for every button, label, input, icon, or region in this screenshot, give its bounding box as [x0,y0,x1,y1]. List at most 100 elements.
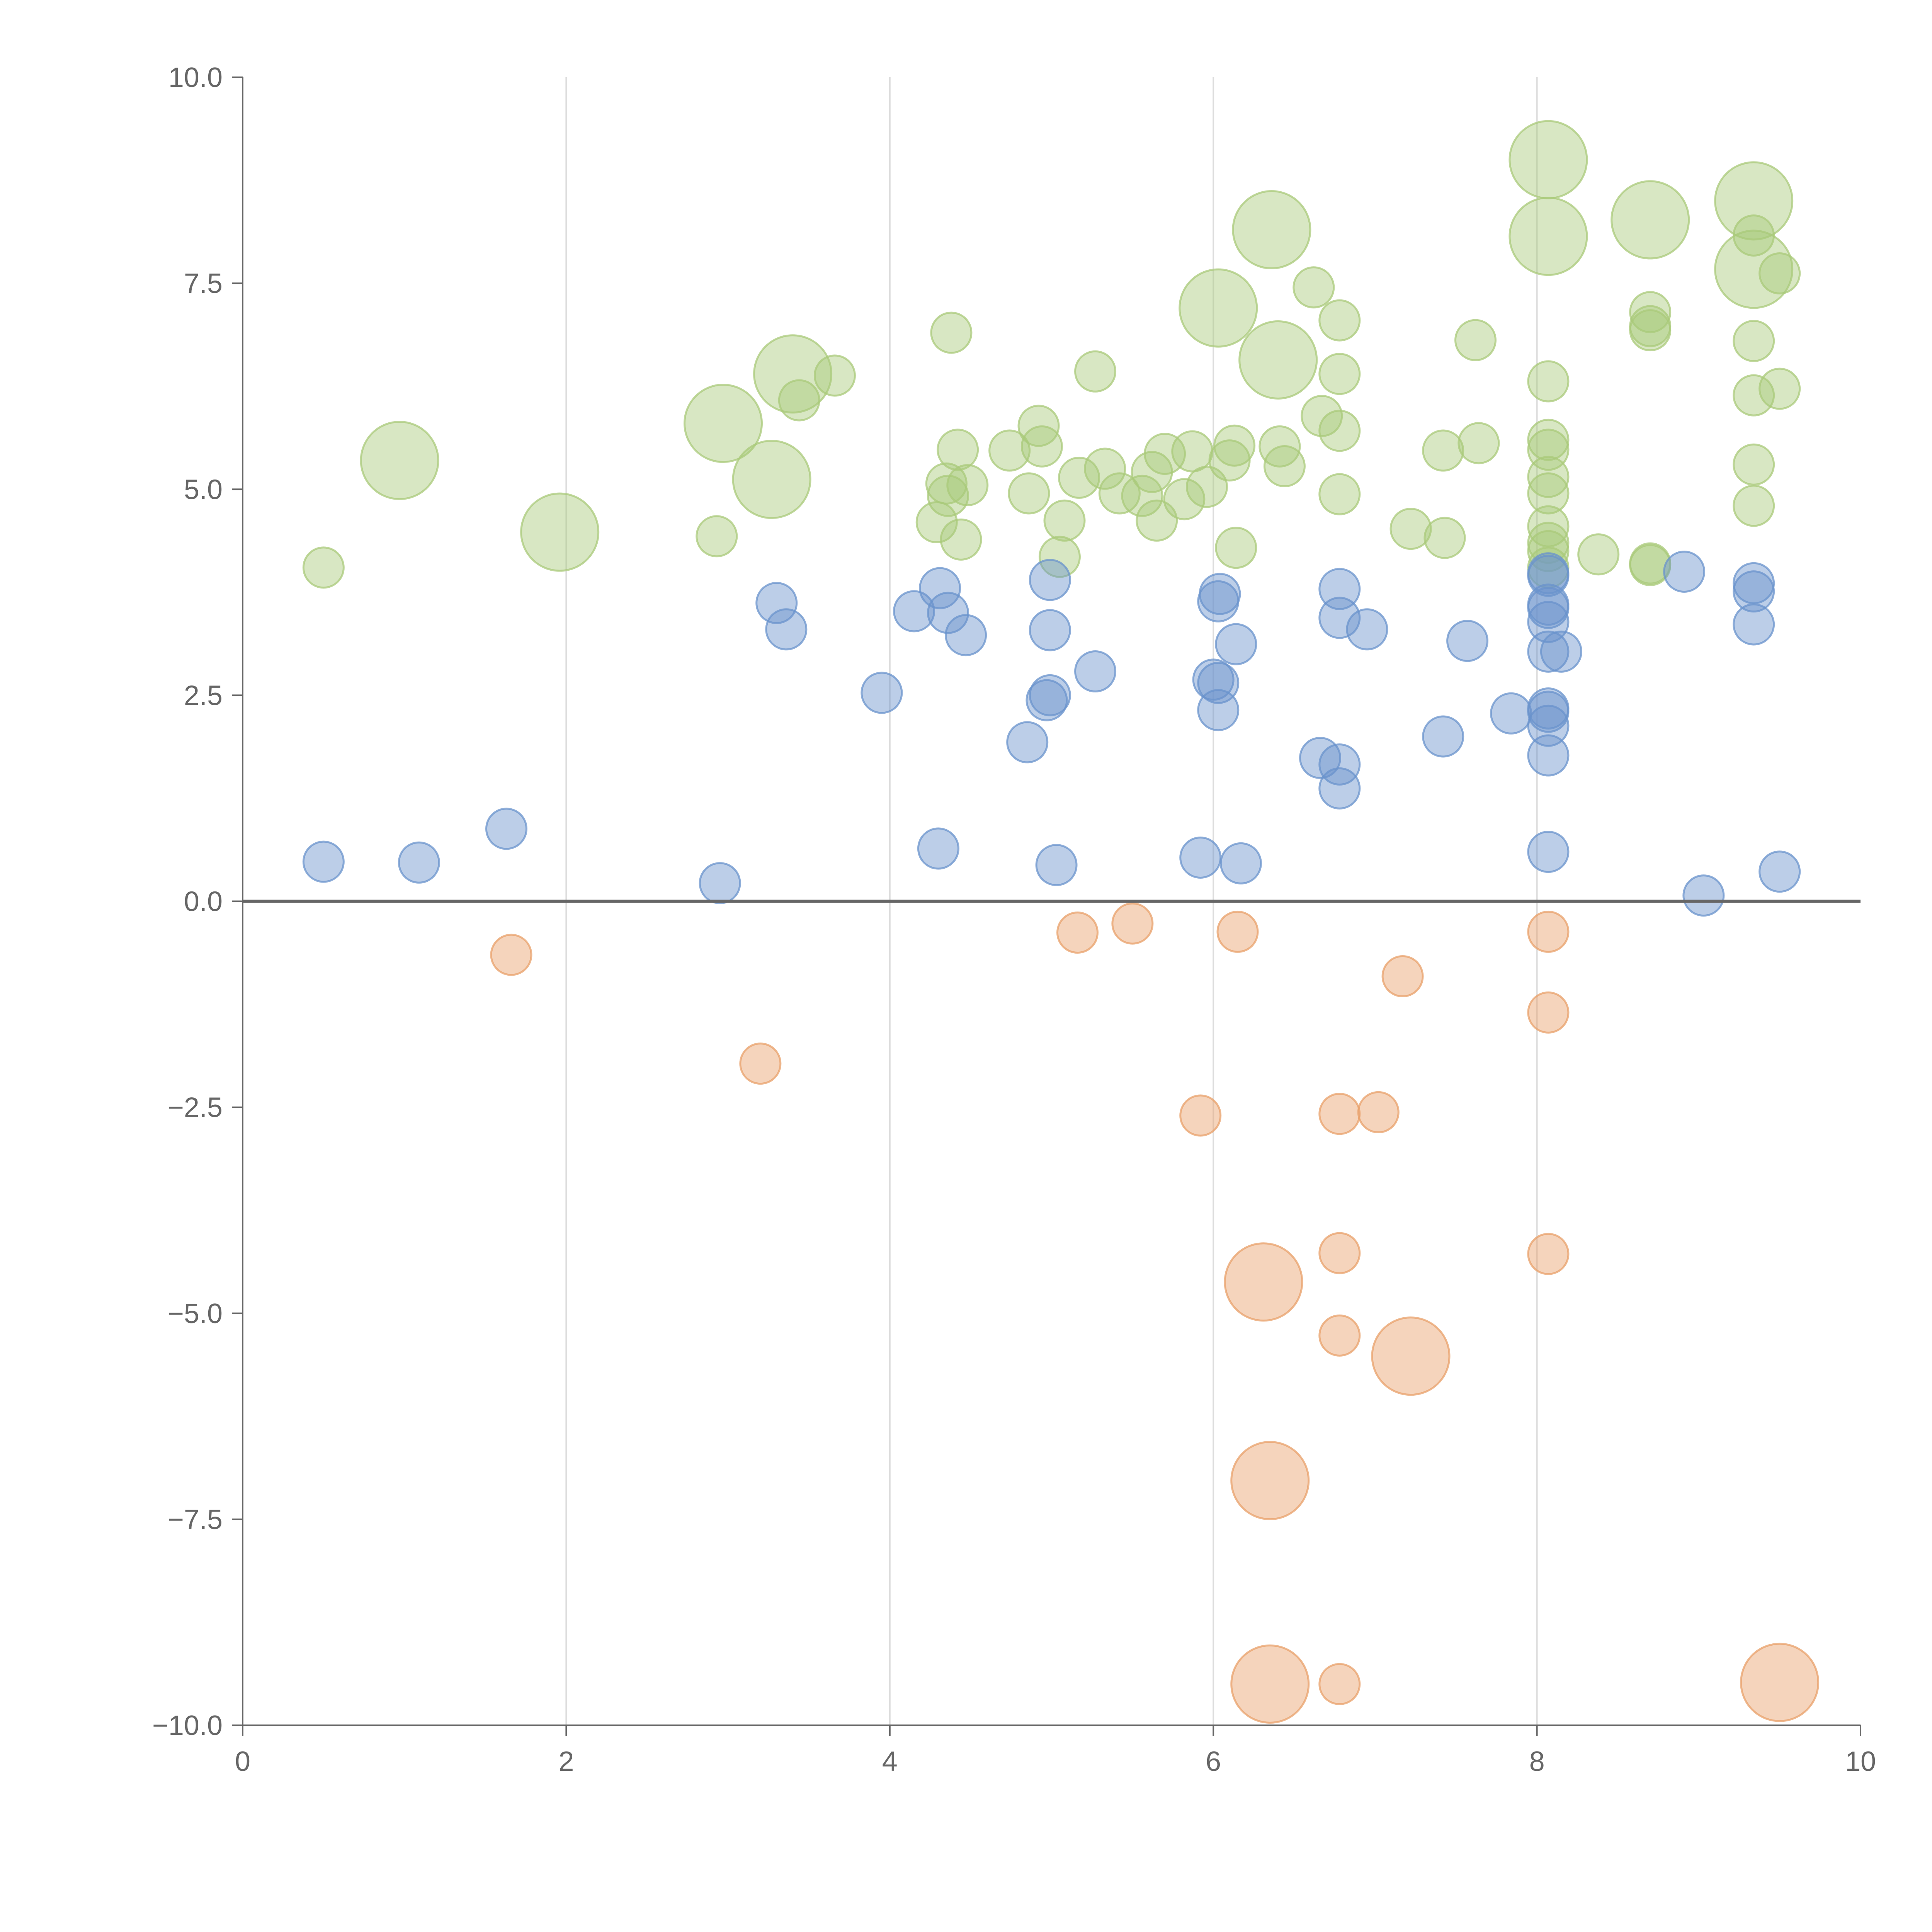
orange-bubble [1318,1232,1361,1274]
green-bubble [1733,443,1775,486]
green-bubble [753,334,833,414]
green-bubble [1098,472,1141,515]
blue-bubble [1527,552,1570,595]
x-tick-label: 8 [1529,1746,1545,1777]
orange-bubble [739,1043,782,1085]
blue-bubble [1422,715,1464,758]
blue-bubble [1527,687,1570,730]
orange-bubble [1179,1094,1222,1137]
green-bubble [1263,445,1306,488]
orange-bubble [1740,1643,1820,1722]
blue-bubble [1527,704,1570,747]
green-bubble [1714,230,1794,309]
blue-bubble [1540,630,1582,673]
green-bubble [520,492,600,572]
blue-bubble [1527,630,1570,673]
orange-bubble [1527,910,1570,953]
blue-bubble [1215,623,1257,665]
x-tick-label: 2 [558,1746,574,1777]
green-bubble [1232,190,1311,270]
green-bubble [1043,499,1086,542]
green-bubble [1759,252,1801,295]
green-bubble [1629,291,1672,333]
blue-bubble [1490,692,1532,735]
y-tick-label: 10.0 [168,62,223,93]
green-bubble [1293,266,1335,309]
bubbles [302,120,1820,1724]
orange-bubble [1056,912,1099,954]
blue-bubble [1318,743,1361,786]
green-bubble [1121,474,1163,517]
green-bubble [1171,430,1214,473]
blue-bubble [1318,568,1361,610]
green-bubble [988,429,1031,472]
green-bubble [1208,439,1251,482]
green-bubble [732,440,811,519]
y-tick-label: 5.0 [184,474,223,505]
orange-bubble [1318,1314,1361,1357]
green-bubble [1454,319,1497,361]
green-bubble [1238,320,1318,400]
x-tick-label: 10 [1845,1746,1876,1777]
blue-bubble [1318,767,1361,810]
blue-bubble [1197,689,1240,731]
blue-bubble [1029,674,1071,716]
green-bubble [1020,425,1063,468]
green-bubble [778,379,820,422]
green-bubble [1008,472,1050,515]
blue-bubble [398,841,440,884]
blue-bubble [302,840,345,883]
orange-bubble [1216,910,1259,953]
green-bubble [1144,433,1186,475]
blue-bubble [755,582,798,624]
blue-bubble [917,827,959,870]
green-bubble [1509,120,1588,199]
green-bubble [1733,214,1775,257]
blue-bubble [1074,650,1117,693]
green-bubble [937,429,979,471]
green-bubble [1301,395,1343,437]
blue-bubble [1219,842,1262,884]
green-bubble [1527,360,1570,403]
green-bubble [1038,536,1081,578]
green-bubble [1179,268,1258,348]
blue-bubble [1346,608,1388,651]
x-tick-label: 0 [235,1746,250,1777]
blue-bubble [1527,734,1570,777]
green-bubble [925,462,968,505]
y-tick-label: 7.5 [184,268,223,299]
y-tick-label: 2.5 [184,680,223,711]
green-bubble [1318,299,1361,342]
orange-bubble [1224,1242,1303,1322]
blue-bubble [1006,721,1049,764]
orange-bubble [490,934,532,976]
green-bubble [1527,456,1570,498]
green-bubble [1458,422,1500,464]
green-bubble [1733,374,1775,417]
blue-bubble [1029,609,1071,651]
x-tick-label: 4 [882,1746,898,1777]
orange-bubble [1527,991,1570,1034]
blue-bubble [1682,874,1725,917]
green-bubble [1527,530,1570,572]
green-bubble [946,464,989,507]
blue-bubble [1029,559,1071,601]
green-bubble [1629,544,1672,586]
green-bubble [360,421,439,500]
orange-bubble [1527,1233,1570,1275]
green-bubble [1058,456,1100,499]
green-bubble [1389,508,1432,550]
green-bubble [1577,533,1620,576]
axes: 0 2 4 6 8 10 10.0 7.5 5.0 2.5 0.0 −2.5 −5.0 −7.5 −10.0 [152,62,1876,1777]
blue-bubble [1446,620,1489,662]
green-bubble [1611,180,1690,260]
orange-bubble [1357,1091,1400,1133]
y-tick-label: −7.5 [168,1504,223,1535]
green-bubble [930,311,973,354]
green-bubble [302,546,345,589]
green-bubble [1318,353,1361,395]
green-bubble [1759,367,1801,410]
green-bubble [1733,485,1775,527]
